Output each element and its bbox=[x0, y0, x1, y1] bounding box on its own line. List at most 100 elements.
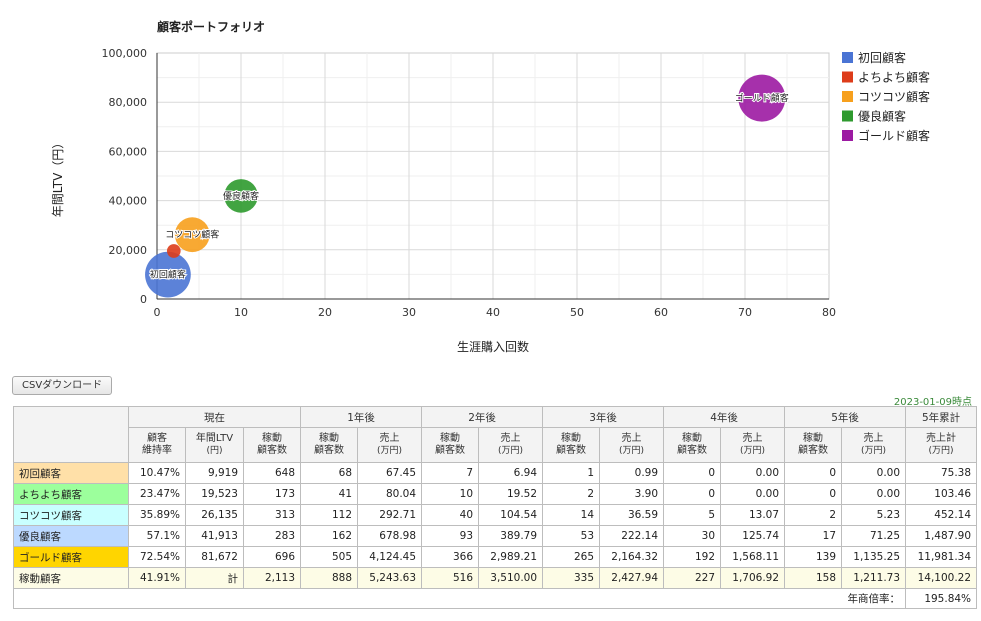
table-cell: 335 bbox=[542, 567, 601, 589]
table-cell: 19,523 bbox=[185, 483, 244, 505]
table-cell: 35.89% bbox=[128, 504, 186, 526]
table-cell: 72.54% bbox=[128, 546, 186, 568]
table-cell: 389.79 bbox=[478, 525, 544, 547]
row-label: ゴールド顧客 bbox=[13, 546, 129, 568]
table-cell: 366 bbox=[421, 546, 480, 568]
bubble-point bbox=[166, 244, 181, 258]
legend-swatch bbox=[842, 52, 853, 63]
table-cell: 173 bbox=[242, 483, 302, 505]
y-axis-label: 年間LTV（円） bbox=[51, 137, 65, 218]
table-cell: 227 bbox=[663, 567, 722, 589]
table-cell: 2,113 bbox=[242, 567, 302, 589]
table-cell: 1,568.11 bbox=[720, 546, 786, 568]
table-cell: 112 bbox=[300, 504, 359, 526]
y-tick-label: 100,000 bbox=[102, 47, 148, 60]
table-row: よちよち顧客 23.47% 19,523 173 41 80.04 10 19.52 2 3.90… bbox=[13, 483, 978, 505]
table-cell: 7 bbox=[421, 462, 480, 484]
table-cell: 6.94 bbox=[478, 462, 544, 484]
table-cell: 2 bbox=[784, 504, 843, 526]
table-cell: 57.1% bbox=[128, 525, 186, 547]
x-tick-label: 50 bbox=[570, 306, 584, 319]
y-tick-label: 80,000 bbox=[109, 96, 148, 109]
legend-swatch bbox=[842, 71, 853, 83]
group-header: 現在 bbox=[127, 406, 302, 428]
table-sub-header-row: 顧客 維持率 年間LTV (円) 稼動 顧客数 稼動 顧客数 売上 (万円) 稼動 顧客数 … bbox=[14, 427, 978, 463]
table-cell: 313 bbox=[242, 504, 302, 526]
chart-grid bbox=[156, 52, 830, 300]
col-header-sales: 売上 (万円) bbox=[357, 427, 423, 463]
col-header-sales: 売上 (万円) bbox=[478, 427, 544, 463]
portfolio-chart: 顧客ポートフォリオ 0 10 20 30 40 50 60 70 80 0 20,000 40,000… bbox=[51, 19, 930, 354]
table-cell: 0.00 bbox=[841, 462, 907, 484]
table-row: 優良顧客 57.1% 41,913 283 162 678.98 93 389.79 53 222… bbox=[13, 525, 978, 547]
table-cell: 103.46 bbox=[905, 483, 978, 505]
table-cell: 0 bbox=[663, 462, 722, 484]
col-header-active: 稼動 顧客数 bbox=[784, 427, 843, 463]
table-cell: 5.23 bbox=[841, 504, 907, 526]
group-header: 5年累計 bbox=[905, 406, 978, 428]
table-cell: 125.74 bbox=[720, 525, 786, 547]
table-cell: 5 bbox=[663, 504, 722, 526]
table-cell: 81,672 bbox=[185, 546, 244, 568]
table-cell: 11,981.34 bbox=[905, 546, 978, 568]
footer-value: 195.84% bbox=[905, 588, 978, 609]
table-cell: 17 bbox=[784, 525, 843, 547]
legend-label: 初回顧客 bbox=[858, 50, 906, 65]
table-cell: 10 bbox=[421, 483, 480, 505]
table-cell: 104.54 bbox=[478, 504, 544, 526]
table-cell: 40 bbox=[421, 504, 480, 526]
table-body: 初回顧客 10.47% 9,919 648 68 67.45 7 6.94 1 0.99 0 0.00… bbox=[12, 462, 978, 609]
bubble-point bbox=[174, 217, 210, 253]
table-cell: 283 bbox=[242, 525, 302, 547]
group-header: 2年後 bbox=[421, 406, 544, 428]
table-cell: 1,135.25 bbox=[841, 546, 907, 568]
table-cell: 222.14 bbox=[599, 525, 665, 547]
table-cell: 75.38 bbox=[905, 462, 978, 484]
table-cell: 53 bbox=[542, 525, 601, 547]
table-cell: 41 bbox=[300, 483, 359, 505]
table-cell: 80.04 bbox=[357, 483, 423, 505]
chart-title: 顧客ポートフォリオ bbox=[157, 19, 265, 34]
bubble-label: ゴールド顧客 bbox=[735, 92, 789, 104]
table-cell: 36.59 bbox=[599, 504, 665, 526]
as-of-date: 2023-01-09時点 bbox=[893, 397, 972, 408]
legend-label: コツコツ顧客 bbox=[858, 89, 930, 104]
legend-label: 優良顧客 bbox=[858, 109, 906, 124]
table-cell: 0.99 bbox=[599, 462, 665, 484]
row-label: コツコツ顧客 bbox=[13, 504, 129, 526]
table-row: コツコツ顧客 35.89% 26,135 313 112 292.71 40 104.54 14… bbox=[13, 504, 978, 526]
table-cell: 678.98 bbox=[357, 525, 423, 547]
x-tick-label: 40 bbox=[486, 306, 500, 319]
table-cell: 2 bbox=[542, 483, 601, 505]
table-cell: 1,211.73 bbox=[841, 567, 907, 589]
csv-download-button[interactable]: CSVダウンロード bbox=[12, 376, 113, 395]
col-header-sales: 売上 (万円) bbox=[720, 427, 786, 463]
col-header-active: 稼動 顧客数 bbox=[421, 427, 480, 463]
col-header-active: 稼動 顧客数 bbox=[242, 427, 302, 463]
table-cell: 139 bbox=[784, 546, 843, 568]
footer-label: 年商倍率： bbox=[841, 588, 907, 609]
bubble-label: 優良顧客 bbox=[223, 190, 259, 202]
col-header-active: 稼動 顧客数 bbox=[542, 427, 601, 463]
table-cell: 292.71 bbox=[357, 504, 423, 526]
x-tick-label: 80 bbox=[822, 306, 836, 319]
total-row: 稼動顧客 41.91% 計 2,113 888 5,243.63 516 3,510.00 33… bbox=[13, 567, 978, 589]
x-tick-label: 10 bbox=[234, 306, 248, 319]
row-label: 稼動顧客 bbox=[13, 567, 129, 589]
table-cell: 41.91% bbox=[128, 567, 186, 589]
table-cell: 0.00 bbox=[720, 462, 786, 484]
table-cell: 71.25 bbox=[841, 525, 907, 547]
table-cell: 23.47% bbox=[128, 483, 186, 505]
legend-swatch bbox=[842, 91, 853, 102]
x-tick-label: 0 bbox=[154, 306, 161, 319]
table-cell: 5,243.63 bbox=[357, 567, 423, 589]
table-cell: 13.07 bbox=[720, 504, 786, 526]
x-tick-label: 70 bbox=[738, 306, 752, 319]
table-cell: 2,427.94 bbox=[599, 567, 665, 589]
bubble-label: コツコツ顧客 bbox=[165, 229, 219, 241]
table-cell: 9,919 bbox=[185, 462, 244, 484]
y-tick-label: 0 bbox=[140, 293, 147, 306]
table-cell: 0 bbox=[663, 483, 722, 505]
table-cell: 158 bbox=[784, 567, 843, 589]
table-cell: 505 bbox=[300, 546, 359, 568]
